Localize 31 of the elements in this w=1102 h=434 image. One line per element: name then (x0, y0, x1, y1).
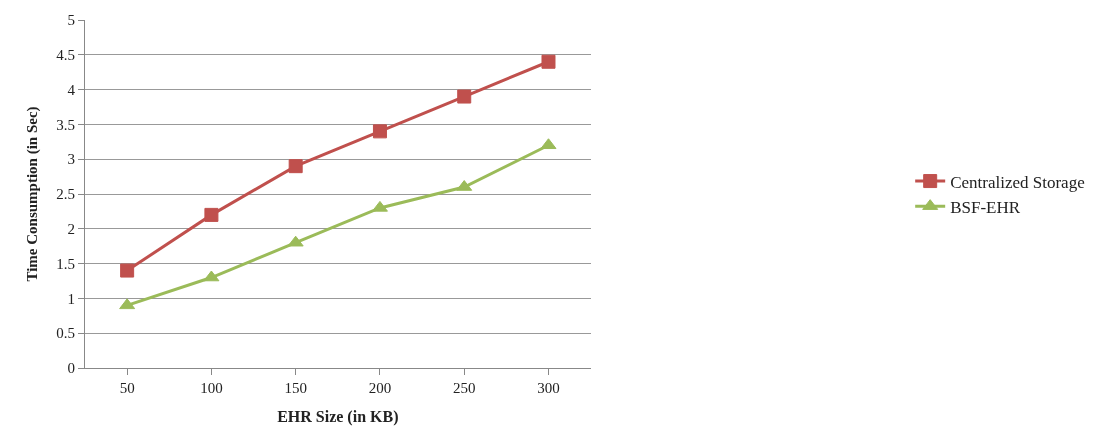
x-tick-label: 300 (537, 380, 560, 396)
y-tick-label: 2 (67, 221, 75, 238)
legend-label: BSF-EHR (950, 197, 1021, 217)
y-axis-title: Time Consumption (in Sec) (23, 106, 41, 282)
x-tick-label: 200 (368, 380, 392, 396)
y-tick-label: 4 (67, 81, 76, 98)
point (541, 54, 556, 69)
legend-label: Centralized Storage (950, 172, 1085, 192)
y-tick-label: 0.5 (56, 325, 75, 342)
y-tick-label: 2.5 (56, 186, 75, 203)
x-tick-label: 150 (284, 380, 307, 396)
point (203, 270, 220, 282)
y-tick-label: 0 (67, 360, 75, 377)
point (457, 89, 472, 104)
y-tick-label: 5 (67, 12, 75, 29)
point (287, 235, 304, 247)
y-tick-label: 4.5 (56, 47, 75, 64)
point (119, 298, 136, 310)
x-tick-label: 50 (119, 380, 135, 396)
point (288, 159, 303, 174)
point (540, 138, 557, 150)
x-tick-label: 100 (200, 380, 223, 396)
y-tick-label: 3 (67, 151, 75, 168)
x-axis-title: EHR Size (in KB) (277, 407, 399, 426)
y-tick-label: 1 (67, 290, 75, 307)
x-tick-label: 250 (452, 380, 476, 396)
point (372, 124, 387, 139)
point (204, 207, 219, 222)
y-tick-label: 1.5 (56, 255, 75, 272)
y-tick-label: 3.5 (56, 116, 75, 133)
point (120, 263, 135, 278)
